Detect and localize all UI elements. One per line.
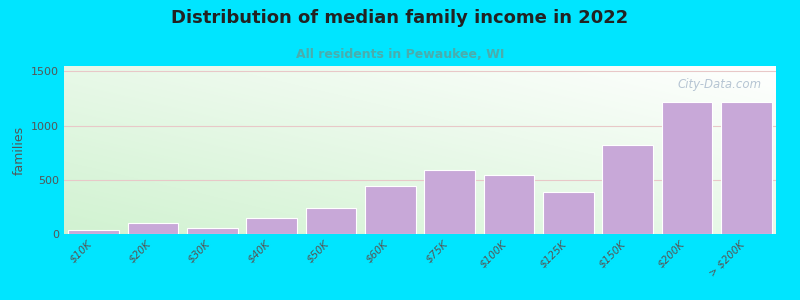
Y-axis label: families: families — [13, 125, 26, 175]
Bar — [425, 169, 475, 234]
Bar — [69, 230, 119, 234]
Bar — [721, 102, 771, 234]
Bar — [365, 186, 415, 234]
Bar — [484, 175, 534, 234]
Bar — [187, 228, 238, 234]
Bar — [543, 192, 594, 234]
Bar — [246, 218, 297, 234]
Bar — [602, 145, 653, 234]
Text: City-Data.com: City-Data.com — [678, 78, 762, 91]
Text: Distribution of median family income in 2022: Distribution of median family income in … — [171, 9, 629, 27]
Text: All residents in Pewaukee, WI: All residents in Pewaukee, WI — [296, 48, 504, 61]
Bar — [662, 102, 712, 234]
Bar — [306, 208, 356, 234]
Bar — [128, 223, 178, 234]
